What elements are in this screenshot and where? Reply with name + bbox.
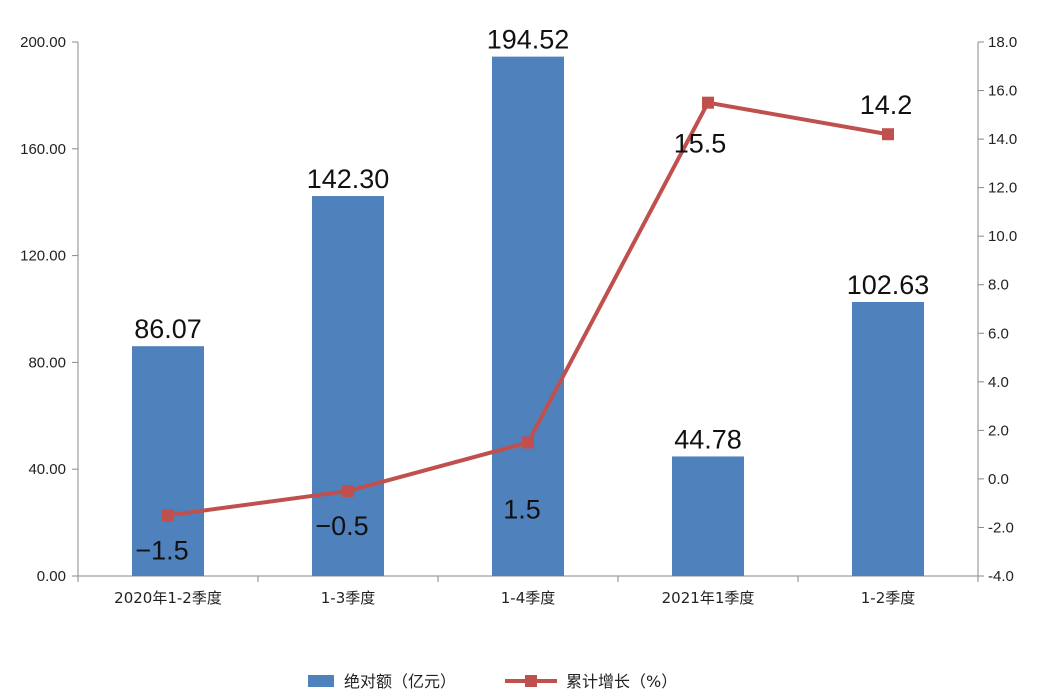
right-tick-label: 16.0 [988,83,1017,100]
right-tick-label: 2.0 [988,422,1009,439]
right-tick-label: 8.0 [988,277,1009,294]
legend-swatch-marker [525,675,537,687]
bar [672,456,744,576]
category-label: 2021年1季度 [662,589,755,607]
bar-value-label: 86.07 [134,314,202,344]
line-marker [162,509,174,522]
right-tick-label: 18.0 [988,34,1017,51]
right-tick-label: 14.0 [988,131,1017,148]
line-value-label: −0.5 [315,511,368,541]
right-tick-label: 6.0 [988,325,1009,342]
data-labels: 86.07 142.30 194.52 44.78 102.63 −1.5 −0.5 1.5 1… [134,25,929,566]
left-tick-label: 120.00 [20,248,66,265]
bar [492,56,564,577]
left-tick-label: 160.00 [20,141,66,158]
bar [852,301,924,576]
right-tick-label: 4.0 [988,374,1009,391]
category-label: 1-4季度 [501,589,556,607]
right-tick-label: -4.0 [988,568,1014,585]
line-value-label: 15.5 [674,129,727,159]
left-tick-label: 0.00 [37,568,66,585]
left-tick-label: 200.00 [20,34,66,51]
bar [312,196,384,576]
bar [132,346,204,576]
bar-series [132,56,924,577]
legend-label-bar: 绝对额（亿元） [344,672,456,691]
bar-value-label: 142.30 [307,164,390,194]
left-tick-label: 80.00 [28,354,66,371]
line-value-label: −1.5 [135,535,188,565]
line-marker [342,485,354,498]
bar-value-label: 194.52 [487,25,570,55]
right-tick-label: 12.0 [988,180,1017,197]
axes: 0.00 40.00 80.00 120.00 160.00 200.00 -4.0 -2.0… [20,34,1017,607]
line-value-label: 14.2 [860,90,913,120]
legend-swatch-bar [308,675,334,687]
line-marker [522,436,534,449]
bar-value-label: 44.78 [674,424,742,454]
category-label: 1-3季度 [321,589,376,607]
line-marker [882,128,894,141]
left-tick-label: 40.00 [28,461,66,478]
right-tick-label: -2.0 [988,519,1014,536]
category-label: 2020年1-2季度 [114,589,222,607]
right-tick-label: 10.0 [988,228,1017,245]
category-label: 1-2季度 [861,589,916,607]
line-marker [702,96,714,109]
right-tick-label: 0.0 [988,471,1009,488]
line-series [162,96,894,522]
line-value-label: 1.5 [503,495,541,525]
legend: 绝对额（亿元） 累计增长（%） [308,672,677,691]
legend-label-line: 累计增长（%） [566,672,677,691]
bar-value-label: 102.63 [847,270,930,300]
